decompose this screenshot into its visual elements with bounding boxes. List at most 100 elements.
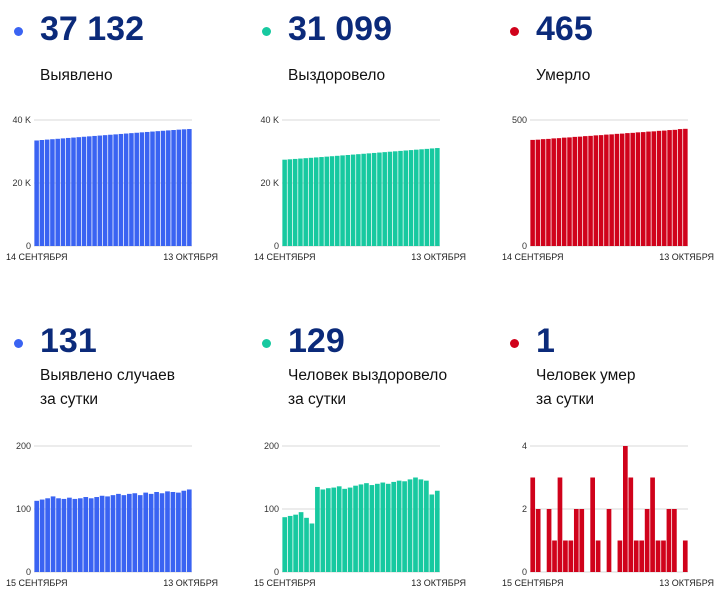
bar xyxy=(71,137,76,246)
bar xyxy=(282,159,287,246)
bar xyxy=(139,132,145,246)
bar xyxy=(335,155,340,246)
stat-label: Выявлено случаев xyxy=(40,367,175,384)
y-tick-label: 40 K xyxy=(12,115,31,125)
y-tick-label: 500 xyxy=(512,115,527,125)
bar xyxy=(358,484,364,572)
stat-label-period: за сутки xyxy=(40,391,99,408)
legend-dot-icon xyxy=(14,27,23,36)
y-tick-label: 100 xyxy=(16,504,31,514)
bar xyxy=(424,480,429,572)
stat-panel: 37 132 Выявлено 0 20 K 40 K 14 СЕНТЯБРЯ 13 ОКТ… xyxy=(0,0,240,300)
bar xyxy=(81,136,87,246)
bar xyxy=(309,523,315,572)
bar xyxy=(165,491,170,572)
bar xyxy=(110,495,116,572)
bar-chart: 0 100 200 15 СЕНТЯБРЯ 13 ОКТЯБРЯ xyxy=(6,441,218,588)
legend-dot-icon xyxy=(510,27,519,36)
bar xyxy=(319,157,324,246)
bar xyxy=(65,137,71,246)
bar xyxy=(55,138,60,246)
bar xyxy=(546,138,551,246)
bar xyxy=(56,498,61,572)
x-tick-label-start: 14 СЕНТЯБРЯ xyxy=(502,252,564,262)
y-tick-label: 0 xyxy=(26,567,31,577)
bar xyxy=(563,540,568,572)
bar xyxy=(630,132,635,246)
bar xyxy=(380,482,386,572)
bar xyxy=(87,136,92,246)
bar xyxy=(375,483,380,572)
bar xyxy=(677,129,683,246)
bar xyxy=(102,135,108,246)
bar xyxy=(44,139,50,246)
bar xyxy=(530,477,536,572)
bar xyxy=(661,540,666,572)
bar xyxy=(293,514,298,572)
bar xyxy=(672,509,677,572)
legend-dot-icon xyxy=(510,339,519,348)
bar xyxy=(623,446,628,572)
bar xyxy=(50,139,55,246)
x-tick-label-start: 15 СЕНТЯБРЯ xyxy=(502,578,564,588)
y-tick-label: 4 xyxy=(522,441,527,451)
bar xyxy=(655,540,661,572)
bar xyxy=(639,540,645,572)
y-tick-label: 20 K xyxy=(260,178,279,188)
bar xyxy=(325,488,331,572)
bar xyxy=(137,495,143,572)
stat-label: Человек умер xyxy=(536,367,636,384)
bar xyxy=(350,154,356,246)
stat-label-period: за сутки xyxy=(288,391,347,408)
bar xyxy=(144,131,150,246)
bar xyxy=(160,130,166,246)
bar xyxy=(67,497,72,572)
x-tick-label-end: 13 ОКТЯБРЯ xyxy=(659,578,714,588)
bar xyxy=(414,149,419,246)
bar xyxy=(127,493,132,572)
bar xyxy=(97,135,103,246)
bar xyxy=(159,493,165,572)
stat-value: 465 xyxy=(536,10,593,48)
stat-value: 131 xyxy=(40,322,97,360)
legend-dot-icon xyxy=(262,27,271,36)
bar xyxy=(143,492,149,572)
bar xyxy=(61,498,67,572)
x-tick-label-end: 13 ОКТЯБРЯ xyxy=(411,252,466,262)
bar xyxy=(342,488,347,572)
stat-value: 37 132 xyxy=(40,10,144,48)
bar xyxy=(614,133,620,246)
x-tick-label-end: 13 ОКТЯБРЯ xyxy=(163,578,218,588)
bar xyxy=(154,491,159,572)
bar xyxy=(356,154,361,246)
bar xyxy=(625,133,630,246)
y-tick-label: 0 xyxy=(274,567,279,577)
bar xyxy=(347,487,353,572)
bar xyxy=(682,540,688,572)
stat-panel: 465 Умерло 0 500 14 СЕНТЯБРЯ 13 ОКТЯБРЯ xyxy=(496,0,722,300)
bar xyxy=(429,148,435,246)
bar xyxy=(371,152,377,246)
bar xyxy=(392,151,398,246)
y-tick-label: 200 xyxy=(16,441,31,451)
bar xyxy=(656,130,662,246)
bar xyxy=(336,486,342,572)
bar xyxy=(298,512,304,572)
bar xyxy=(535,139,541,246)
bar-chart: 0 2 4 15 СЕНТЯБРЯ 13 ОКТЯБРЯ xyxy=(502,441,714,588)
bar xyxy=(353,485,358,572)
bar xyxy=(134,132,139,246)
stat-panel: 131 Выявлено случаев за сутки 0 100 200 15 СЕН… xyxy=(0,312,240,612)
bar xyxy=(530,139,535,246)
bar xyxy=(166,130,171,246)
bar xyxy=(435,148,440,246)
bar xyxy=(155,131,161,246)
y-tick-label: 0 xyxy=(274,241,279,251)
x-tick-label-end: 13 ОКТЯБРЯ xyxy=(659,252,714,262)
bar xyxy=(181,129,187,246)
bar xyxy=(573,509,579,572)
bar xyxy=(377,152,382,246)
bar xyxy=(108,134,113,246)
bar xyxy=(568,540,574,572)
stat-panel: 129 Человек выздоровело за сутки 0 100 200 15 … xyxy=(248,312,488,612)
